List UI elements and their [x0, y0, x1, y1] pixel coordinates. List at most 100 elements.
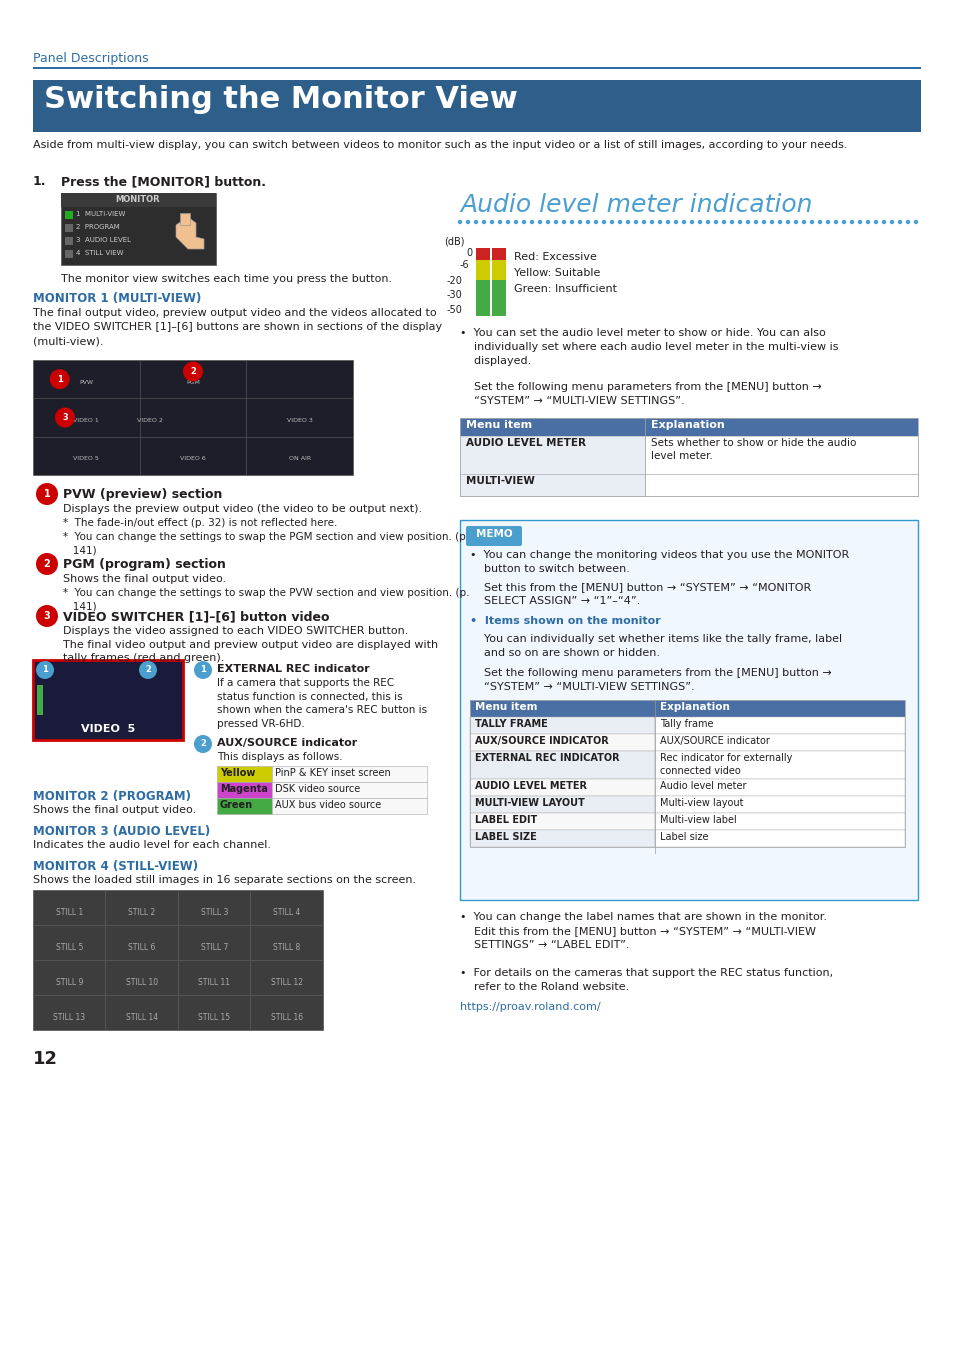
- Bar: [470, 701, 904, 846]
- Text: VIDEO  5: VIDEO 5: [81, 724, 135, 734]
- FancyBboxPatch shape: [465, 526, 521, 545]
- Bar: [216, 782, 272, 798]
- Circle shape: [873, 220, 878, 224]
- Text: 2: 2: [200, 740, 206, 748]
- Circle shape: [593, 220, 598, 224]
- Text: AUX/SOURCE indicator: AUX/SOURCE indicator: [216, 738, 356, 748]
- Bar: [459, 418, 917, 436]
- Text: MONITOR 2 (PROGRAM): MONITOR 2 (PROGRAM): [33, 790, 191, 803]
- Text: TALLY FRAME: TALLY FRAME: [475, 720, 547, 729]
- Circle shape: [569, 220, 574, 224]
- Circle shape: [641, 220, 645, 224]
- Bar: [476, 261, 490, 279]
- Circle shape: [881, 220, 885, 224]
- Bar: [37, 684, 43, 716]
- Circle shape: [554, 220, 558, 224]
- Text: Shows the final output video.: Shows the final output video.: [33, 805, 196, 815]
- Text: AUDIO LEVEL METER: AUDIO LEVEL METER: [475, 782, 586, 791]
- Circle shape: [481, 220, 486, 224]
- Bar: [655, 813, 904, 830]
- Bar: [106, 890, 178, 925]
- Text: Green: Insufficient: Green: Insufficient: [514, 284, 617, 294]
- Text: 2: 2: [44, 559, 51, 568]
- Bar: [106, 925, 178, 960]
- Bar: [61, 193, 215, 207]
- Text: Set the following menu parameters from the [MENU] button →
    “SYSTEM” → “MULTI: Set the following menu parameters from t…: [470, 668, 831, 693]
- Bar: [33, 80, 920, 132]
- Text: Audio level meter indication: Audio level meter indication: [459, 193, 812, 217]
- Text: -50: -50: [446, 305, 461, 315]
- Bar: [33, 68, 920, 69]
- Circle shape: [537, 220, 541, 224]
- Text: MONITOR 4 (STILL-VIEW): MONITOR 4 (STILL-VIEW): [33, 860, 198, 873]
- Text: Explanation: Explanation: [659, 702, 729, 711]
- Bar: [272, 765, 427, 782]
- Text: VIDEO 3: VIDEO 3: [287, 418, 313, 423]
- Bar: [470, 830, 655, 846]
- Circle shape: [514, 220, 517, 224]
- Circle shape: [889, 220, 893, 224]
- Circle shape: [761, 220, 765, 224]
- Bar: [655, 717, 904, 734]
- Text: Displays the preview output video (the video to be output next).: Displays the preview output video (the v…: [63, 504, 421, 514]
- Text: 1: 1: [56, 375, 63, 383]
- Text: 12: 12: [33, 1050, 58, 1068]
- Text: Indicates the audio level for each channel.: Indicates the audio level for each chann…: [33, 840, 271, 850]
- Circle shape: [857, 220, 862, 224]
- Bar: [459, 474, 644, 495]
- Text: VIDEO SWITCHER [1]–[6] button video: VIDEO SWITCHER [1]–[6] button video: [63, 610, 329, 622]
- Text: Magenta: Magenta: [220, 784, 268, 794]
- Text: Yellow: Yellow: [220, 768, 255, 778]
- Circle shape: [474, 220, 477, 224]
- Bar: [655, 751, 904, 779]
- Text: VIDEO 1: VIDEO 1: [73, 418, 99, 423]
- Circle shape: [913, 220, 917, 224]
- Text: https://proav.roland.com/: https://proav.roland.com/: [459, 1002, 600, 1012]
- Text: PVW: PVW: [79, 379, 93, 385]
- Bar: [251, 890, 323, 925]
- Bar: [492, 248, 505, 261]
- Text: Audio level meter: Audio level meter: [659, 782, 745, 791]
- Text: Multi-view layout: Multi-view layout: [659, 798, 742, 809]
- Text: STILL 16: STILL 16: [271, 1012, 302, 1022]
- Text: *  You can change the settings to swap the PGM section and view position. (p.
  : * You can change the settings to swap th…: [63, 532, 469, 555]
- Text: STILL 3: STILL 3: [200, 909, 228, 917]
- Text: *  The fade-in/out effect (p. 32) is not reflected here.: * The fade-in/out effect (p. 32) is not …: [63, 518, 337, 528]
- Circle shape: [833, 220, 838, 224]
- Text: PGM (program) section: PGM (program) section: [63, 558, 226, 571]
- Circle shape: [139, 662, 157, 679]
- Circle shape: [625, 220, 630, 224]
- Text: VIDEO 5: VIDEO 5: [73, 456, 99, 462]
- Circle shape: [183, 362, 203, 382]
- Text: PGM: PGM: [186, 379, 200, 385]
- Text: STILL 5: STILL 5: [55, 944, 83, 952]
- Text: 1: 1: [44, 489, 51, 500]
- Bar: [655, 796, 904, 813]
- Text: If a camera that supports the REC
status function is connected, this is
shown wh: If a camera that supports the REC status…: [216, 678, 427, 729]
- Text: STILL 1: STILL 1: [55, 909, 83, 917]
- Bar: [459, 418, 917, 495]
- Bar: [216, 765, 272, 782]
- Circle shape: [785, 220, 789, 224]
- Text: Green: Green: [220, 801, 253, 810]
- Circle shape: [705, 220, 709, 224]
- Circle shape: [609, 220, 614, 224]
- Text: STILL 2: STILL 2: [128, 909, 155, 917]
- Text: PinP & KEY inset screen: PinP & KEY inset screen: [274, 768, 391, 778]
- Bar: [470, 779, 655, 796]
- Text: VIDEO 6: VIDEO 6: [180, 456, 206, 462]
- Text: AUX/SOURCE INDICATOR: AUX/SOURCE INDICATOR: [475, 736, 608, 747]
- Circle shape: [753, 220, 758, 224]
- Circle shape: [50, 369, 70, 389]
- Circle shape: [793, 220, 798, 224]
- Bar: [655, 779, 904, 796]
- Text: 3: 3: [62, 413, 68, 423]
- Text: Shows the loaded still images in 16 separate sections on the screen.: Shows the loaded still images in 16 sepa…: [33, 875, 416, 886]
- Bar: [65, 211, 73, 219]
- Circle shape: [465, 220, 470, 224]
- Text: The final video output and preview output video are displayed with
tally frames : The final video output and preview outpu…: [63, 640, 437, 663]
- Text: LABEL SIZE: LABEL SIZE: [475, 832, 537, 842]
- Text: -20: -20: [446, 275, 461, 286]
- Bar: [33, 890, 106, 925]
- Circle shape: [665, 220, 670, 224]
